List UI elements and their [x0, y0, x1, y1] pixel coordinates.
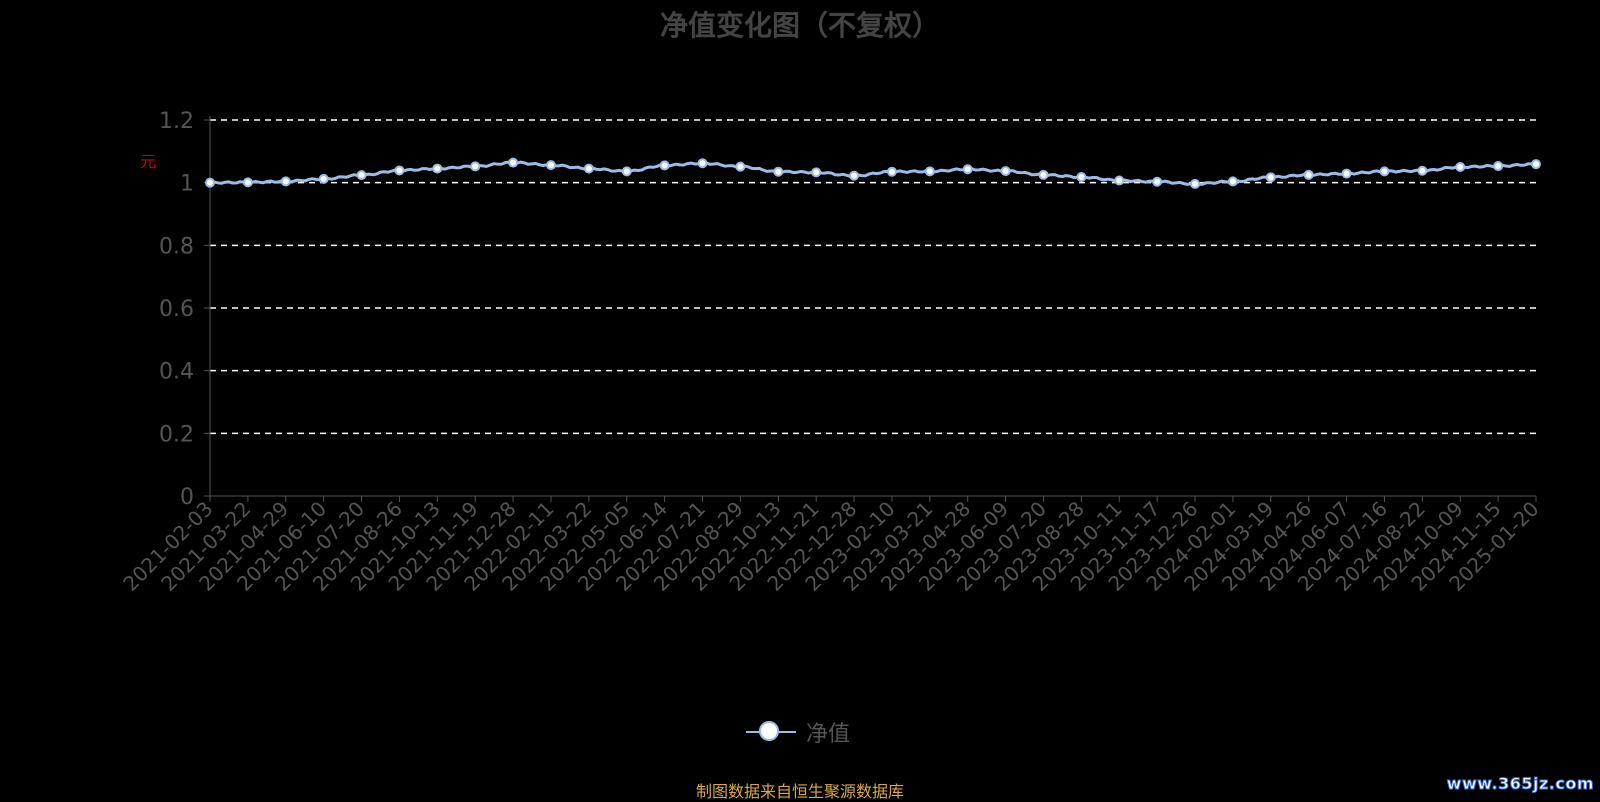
data-point: [1303, 169, 1314, 180]
data-point: [1493, 161, 1504, 172]
legend-label: 净值: [806, 722, 851, 747]
data-point: [1455, 162, 1466, 172]
legend[interactable]: 净值: [746, 716, 850, 748]
data-point: [545, 160, 556, 171]
data-point: [1265, 172, 1276, 183]
data-point: [356, 170, 367, 181]
y-tick-label: 0: [180, 485, 194, 510]
data-point: [1417, 165, 1428, 176]
data-point: [1341, 168, 1352, 179]
grid-lines: [210, 119, 1536, 435]
data-point: [924, 166, 935, 177]
y-tick-label: 0.6: [159, 297, 194, 322]
data-point: [1227, 176, 1238, 187]
data-point: [242, 177, 253, 188]
site-watermark: www.365jz.com: [1446, 774, 1594, 794]
data-point: [773, 166, 784, 177]
series-line: [209, 160, 1537, 186]
data-point: [394, 165, 405, 176]
axes: [204, 116, 1537, 502]
data-point: [962, 164, 973, 175]
y-tick-label: 0.2: [159, 422, 194, 447]
data-point: [1000, 166, 1011, 177]
data-point: [1379, 166, 1390, 177]
data-point: [659, 160, 670, 171]
data-point: [849, 170, 860, 181]
y-tick-label: 0.4: [159, 360, 194, 385]
data-point: [735, 161, 746, 172]
data-point: [318, 173, 329, 184]
data-point: [1038, 169, 1049, 180]
data-point: [697, 158, 708, 169]
chart-title: 净值变化图（不复权）: [659, 9, 940, 42]
data-point: [1114, 175, 1125, 186]
data-point: [205, 177, 215, 188]
y-tick-label: 1.2: [159, 109, 194, 134]
data-source-note: 制图数据来自恒生聚源数据库: [695, 782, 904, 801]
data-point: [811, 167, 822, 178]
data-point: [1076, 172, 1087, 183]
data-point: [432, 163, 443, 174]
data-point: [508, 157, 519, 168]
y-axis-unit-label: 元: [140, 152, 157, 171]
series-net-value: [205, 157, 1541, 189]
data-point: [621, 166, 632, 177]
data-point: [886, 166, 897, 177]
x-tick-labels: 2021-02-032021-03-222021-04-292021-06-10…: [118, 497, 1543, 596]
y-tick-label: 0.8: [159, 234, 194, 259]
data-point: [1531, 159, 1541, 170]
data-point: [583, 163, 594, 174]
data-point: [1152, 176, 1163, 187]
legend-line-marker-icon: [746, 721, 796, 743]
data-point: [470, 161, 481, 172]
data-point: [280, 176, 291, 187]
y-tick-label: 1: [180, 172, 194, 197]
y-tick-labels: 0 0.2 0.4 0.6 0.8 1 1.2: [159, 109, 194, 510]
data-point: [1190, 178, 1201, 189]
